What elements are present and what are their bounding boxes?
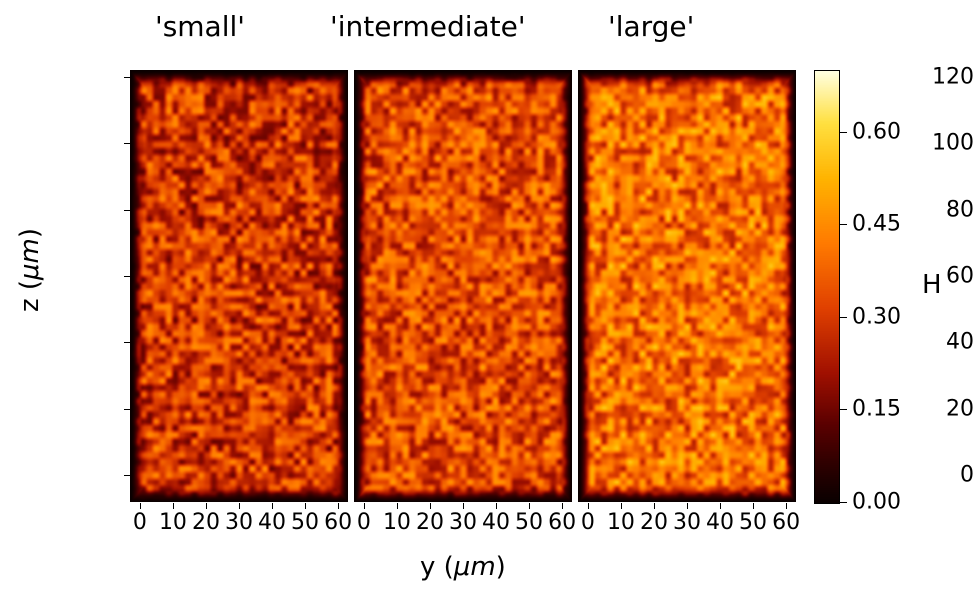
panel-title-intermediate: 'intermediate' bbox=[330, 10, 526, 43]
x-tick-mark bbox=[305, 503, 306, 509]
x-tick-mark bbox=[496, 503, 497, 509]
colorbar-tick-label: 0.00 bbox=[852, 490, 901, 515]
x-tick-mark bbox=[206, 503, 207, 509]
z-tick-label: 0 bbox=[853, 463, 974, 488]
x-tick-label: 0 bbox=[581, 510, 595, 535]
z-tick-label: 40 bbox=[853, 330, 974, 355]
heatmap-intermediate bbox=[354, 70, 572, 502]
x-tick-mark bbox=[338, 503, 339, 509]
heatmap-canvas-small bbox=[130, 70, 348, 502]
colorbar-tick-mark bbox=[839, 409, 847, 410]
x-tick-mark bbox=[463, 503, 464, 509]
colorbar-tick-mark bbox=[839, 317, 847, 318]
z-tick-label: 120 bbox=[853, 64, 974, 89]
x-tick-label: 50 bbox=[515, 510, 543, 535]
panel-title-small: 'small' bbox=[155, 10, 245, 43]
x-tick-mark bbox=[621, 503, 622, 509]
colorbar-tick-mark bbox=[839, 502, 847, 503]
x-tick-mark bbox=[239, 503, 240, 509]
x-tick-mark bbox=[654, 503, 655, 509]
x-tick-mark bbox=[364, 503, 365, 509]
heatmap-canvas-large bbox=[578, 70, 796, 502]
x-tick-mark bbox=[529, 503, 530, 509]
x-tick-label: 0 bbox=[357, 510, 371, 535]
x-tick-label: 40 bbox=[482, 510, 510, 535]
x-tick-mark bbox=[397, 503, 398, 509]
x-tick-mark bbox=[588, 503, 589, 509]
heatmap-small bbox=[130, 70, 348, 502]
x-tick-label: 20 bbox=[416, 510, 444, 535]
z-tick-mark bbox=[124, 276, 130, 277]
x-tick-mark bbox=[173, 503, 174, 509]
x-tick-label: 10 bbox=[607, 510, 635, 535]
colorbar-tick-label: 0.45 bbox=[852, 212, 901, 237]
x-tick-label: 30 bbox=[449, 510, 477, 535]
x-tick-label: 60 bbox=[772, 510, 800, 535]
z-tick-mark bbox=[124, 409, 130, 410]
z-tick-mark bbox=[124, 475, 130, 476]
colorbar-canvas bbox=[815, 71, 839, 503]
heatmap-large bbox=[578, 70, 796, 502]
z-tick-label: 60 bbox=[853, 264, 974, 289]
colorbar-tick-label: 0.60 bbox=[852, 119, 901, 144]
panel-title-large: 'large' bbox=[608, 10, 694, 43]
colorbar-tick-mark bbox=[839, 224, 847, 225]
figure-root: 'small' 'intermediate' 'large' 020406080… bbox=[0, 0, 974, 598]
x-tick-mark bbox=[430, 503, 431, 509]
z-tick-mark bbox=[124, 143, 130, 144]
x-tick-label: 50 bbox=[291, 510, 319, 535]
x-tick-label: 50 bbox=[739, 510, 767, 535]
colorbar-tick-label: 0.30 bbox=[852, 304, 901, 329]
colorbar-tick-mark bbox=[839, 132, 847, 133]
x-tick-label: 30 bbox=[673, 510, 701, 535]
x-tick-label: 60 bbox=[548, 510, 576, 535]
x-tick-label: 0 bbox=[133, 510, 147, 535]
x-tick-label: 60 bbox=[324, 510, 352, 535]
x-tick-label: 10 bbox=[383, 510, 411, 535]
colorbar-label: H bbox=[922, 270, 942, 300]
x-tick-mark bbox=[272, 503, 273, 509]
x-tick-label: 30 bbox=[225, 510, 253, 535]
x-tick-label: 20 bbox=[640, 510, 668, 535]
x-tick-mark bbox=[687, 503, 688, 509]
heatmap-canvas-intermediate bbox=[354, 70, 572, 502]
x-tick-mark bbox=[140, 503, 141, 509]
x-tick-label: 10 bbox=[159, 510, 187, 535]
z-tick-mark bbox=[124, 342, 130, 343]
x-tick-label: 40 bbox=[258, 510, 286, 535]
x-tick-mark bbox=[753, 503, 754, 509]
x-tick-label: 20 bbox=[192, 510, 220, 535]
colorbar-tick-label: 0.15 bbox=[852, 397, 901, 422]
colorbar bbox=[814, 70, 840, 504]
x-tick-mark bbox=[786, 503, 787, 509]
x-axis-label: y (μm) bbox=[420, 552, 506, 582]
x-tick-mark bbox=[720, 503, 721, 509]
z-tick-mark bbox=[124, 210, 130, 211]
x-tick-label: 40 bbox=[706, 510, 734, 535]
z-tick-mark bbox=[124, 77, 130, 78]
z-axis-label: z (μm) bbox=[15, 228, 45, 312]
x-tick-mark bbox=[562, 503, 563, 509]
